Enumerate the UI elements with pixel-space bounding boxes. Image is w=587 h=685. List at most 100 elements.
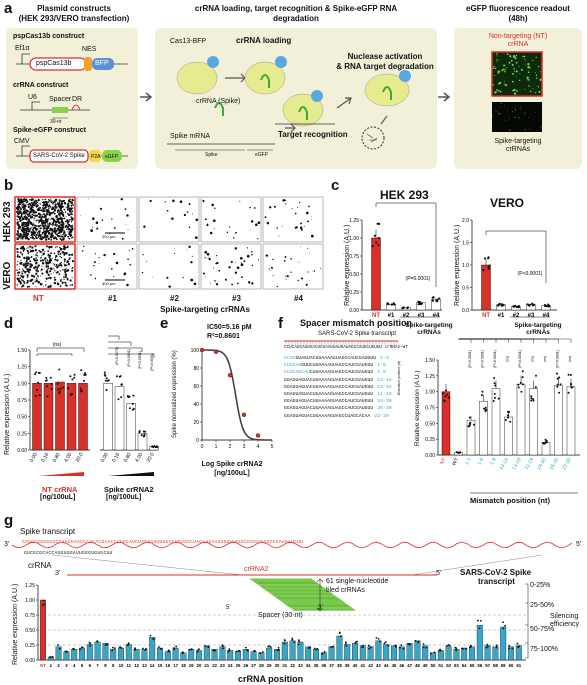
- g-tiled-label: 61 single-nucleotide: [326, 578, 389, 585]
- y-tick-label: 0.00: [25, 658, 35, 664]
- col-label-3: #3: [232, 294, 241, 303]
- x-tick-label: 57: [485, 663, 490, 668]
- crrna-construct-title: crRNA construct: [13, 82, 69, 89]
- data-point: [56, 382, 59, 385]
- bar-54: [461, 647, 468, 661]
- x-tick-label: #2: [403, 313, 410, 319]
- data-point: [127, 643, 130, 646]
- d-pval: (P=0.0279): [115, 347, 119, 365]
- c-bracket-1: [375, 202, 437, 287]
- cmv-label: CMV: [14, 138, 30, 145]
- c-group-label-1: Spike-targeting: [405, 322, 453, 329]
- data-point: [482, 268, 485, 272]
- data-point: [493, 382, 496, 385]
- x-tick-label: 1-3: [464, 457, 473, 466]
- data-point: [517, 386, 520, 389]
- microscopy-grid: [14, 196, 324, 290]
- data-point: [425, 646, 428, 649]
- data-point: [362, 644, 364, 647]
- x-tick-label: 43: [376, 663, 381, 668]
- x-tick-label: 61: [516, 663, 521, 668]
- data-point: [556, 372, 558, 375]
- data-point: [330, 646, 332, 648]
- x-tick-label: 50: [431, 663, 436, 668]
- x-tick-label: 38: [337, 663, 342, 668]
- data-point: [42, 599, 45, 602]
- f-seq-line: GGAGUAGUACUUAAAAGUAGCCUAGCACAA 22-30: [284, 413, 392, 420]
- x-tick-label: 44: [384, 663, 389, 668]
- x-tick-label: #4: [433, 313, 440, 319]
- dr-label: DR: [72, 96, 83, 103]
- data-point: [508, 645, 511, 647]
- x-tick-label: 40: [353, 663, 358, 668]
- data-point: [417, 641, 419, 644]
- data-point: [494, 396, 496, 399]
- data-point: [516, 642, 519, 645]
- spacer-label: Spacer: [49, 96, 72, 103]
- data-point: [131, 408, 134, 411]
- d-chart: 0.000.250.500.751.001.251.500.00 0.16 0.80…: [17, 335, 159, 476]
- data-point: [149, 634, 152, 637]
- x-tick-label: 13-18: [511, 457, 523, 471]
- x-tick-label: 47: [407, 663, 412, 668]
- data-point: [313, 647, 316, 650]
- y-tick-label: 40: [193, 402, 199, 408]
- data-point: [418, 300, 421, 304]
- data-point: [468, 416, 471, 419]
- data-point: [492, 400, 495, 402]
- data-point: [495, 644, 498, 647]
- e-point: [227, 373, 233, 378]
- g-band-2: 25-50%: [530, 602, 555, 609]
- data-point: [49, 376, 52, 379]
- data-point: [487, 645, 489, 648]
- f-crrna-wt: CCUCAUCAUGGACUCUAAUUAUGAUAGCCAUGCUGUUU c…: [284, 345, 408, 350]
- f-pval: (P<0.0001): [468, 350, 472, 368]
- data-point: [307, 647, 310, 650]
- x-tick-label: 3: [243, 444, 246, 450]
- x-tick-label: #3: [528, 313, 535, 319]
- x-tick-label: 0.00: [100, 452, 110, 464]
- data-point: [142, 435, 145, 438]
- g-five-prime-3: 5': [226, 605, 231, 611]
- bar-6: [86, 644, 93, 661]
- x-tick-label: 25: [236, 663, 241, 668]
- bar-19: [188, 649, 195, 661]
- data-point: [57, 388, 60, 391]
- bar-#3: [526, 304, 536, 311]
- data-point: [532, 303, 536, 306]
- data-point: [34, 395, 37, 397]
- bar-53: [453, 649, 460, 661]
- x-tick-label: 0: [201, 444, 204, 450]
- data-point: [227, 650, 230, 653]
- data-point: [430, 652, 432, 655]
- f-seq-rest: GGAGUAGUACUUAAAAGUAGCCAUCGAUGUU: [284, 406, 374, 412]
- bar-50: [430, 652, 436, 661]
- data-point: [106, 379, 109, 382]
- nt-crrna-label: Non-targeting (NT): [488, 33, 548, 40]
- data-point: [239, 650, 241, 652]
- f-bracket: [458, 338, 472, 343]
- data-point: [368, 644, 370, 647]
- panel-label-f: f: [278, 315, 283, 332]
- plasmid-box: [6, 28, 138, 169]
- e-point: [199, 347, 205, 353]
- x-tick-label: 41: [360, 663, 365, 668]
- y-tick-label: 0.25: [349, 290, 359, 296]
- row-label-hek: HEK 293: [2, 201, 13, 242]
- data-point: [379, 640, 381, 643]
- data-point: [558, 391, 561, 394]
- bar-7: [94, 641, 101, 661]
- y-tick-label: 1.25: [349, 218, 359, 224]
- data-point: [455, 649, 457, 652]
- data-point: [120, 383, 123, 386]
- x-tick-label: 45: [392, 663, 397, 668]
- bar-9: [110, 649, 117, 661]
- x-tick-label: 35: [314, 663, 319, 668]
- data-point: [46, 385, 49, 388]
- data-point: [422, 643, 425, 645]
- g-crrna2-label: crRNA2: [244, 566, 269, 573]
- plasmid-title: Plasmid constructs: [37, 4, 111, 13]
- y-tick-label: 1.00: [349, 236, 359, 242]
- data-point: [79, 387, 82, 390]
- e-ylabel: Spike normalized expression (%): [172, 350, 178, 438]
